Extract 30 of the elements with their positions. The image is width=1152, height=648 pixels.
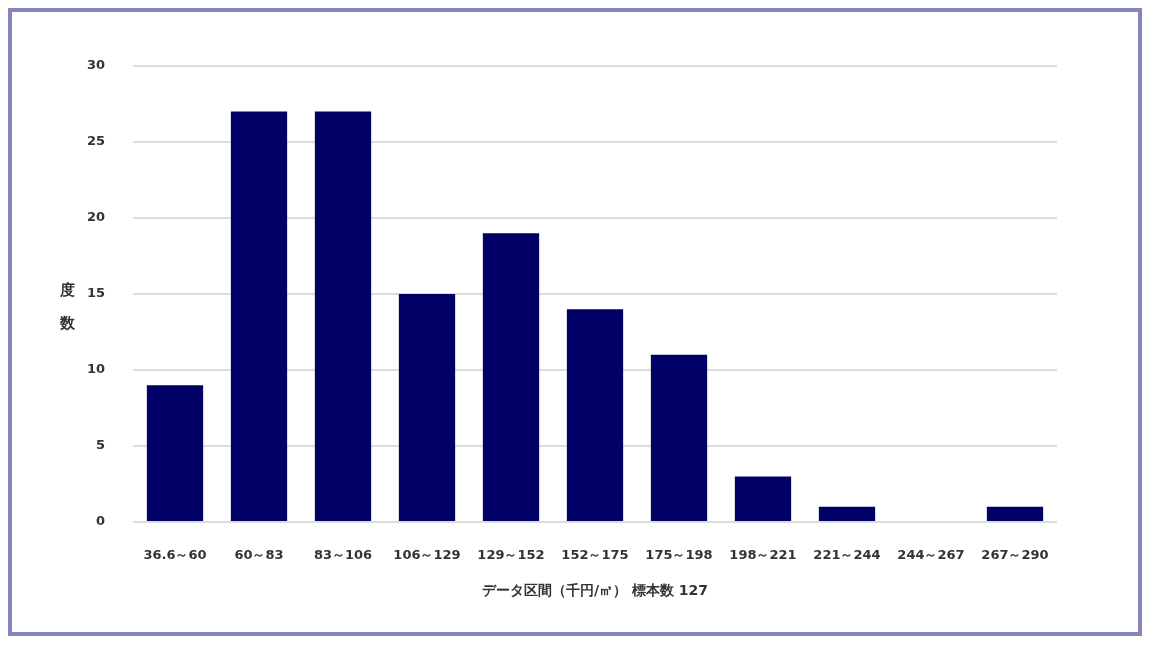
bar bbox=[314, 111, 372, 521]
x-tick-label: 106～129 bbox=[393, 547, 461, 563]
x-tick-label: 267～290 bbox=[981, 547, 1049, 563]
x-axis-title: データ区間（千円/㎡） 標本数 127 bbox=[481, 582, 709, 599]
y-tick-label: 15 bbox=[86, 285, 105, 301]
bar bbox=[566, 309, 624, 521]
x-tick-label: 244～267 bbox=[897, 547, 965, 563]
y-axis-title: 度数 bbox=[60, 280, 75, 334]
bar bbox=[230, 111, 288, 521]
y-tick-label: 30 bbox=[86, 57, 105, 73]
x-tick-label: 83～106 bbox=[313, 547, 373, 563]
bar bbox=[482, 233, 540, 521]
x-tick-label: 198～221 bbox=[729, 547, 797, 563]
x-tick-label: 36.6～60 bbox=[143, 547, 207, 563]
x-tick-label: 129～152 bbox=[477, 547, 545, 563]
y-tick-label: 10 bbox=[86, 361, 105, 377]
y-tick-label: 0 bbox=[95, 513, 105, 529]
x-tick-label: 152～175 bbox=[561, 547, 629, 563]
x-tick-label: 60～83 bbox=[234, 547, 284, 563]
bar bbox=[650, 354, 708, 521]
bar bbox=[986, 506, 1044, 521]
y-tick-label: 20 bbox=[86, 209, 105, 225]
bar bbox=[818, 506, 876, 521]
bar bbox=[146, 385, 204, 521]
x-tick-label: 175～198 bbox=[645, 547, 713, 563]
y-tick-label: 25 bbox=[86, 133, 105, 149]
bar bbox=[734, 476, 792, 521]
y-tick-label: 5 bbox=[95, 437, 105, 453]
x-tick-label: 221～244 bbox=[813, 547, 881, 563]
bar bbox=[398, 294, 456, 521]
